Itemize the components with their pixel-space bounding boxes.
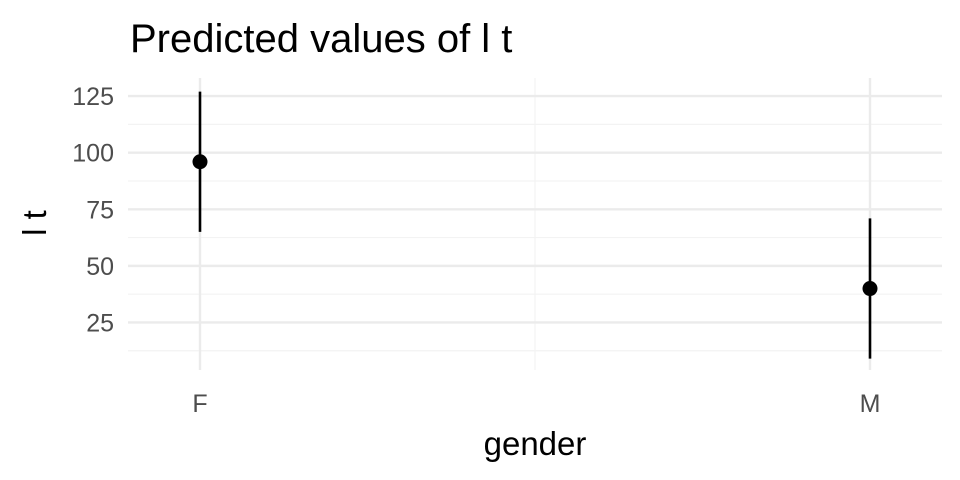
x-axis-title: gender xyxy=(484,425,587,462)
grid xyxy=(128,78,942,370)
data-marks xyxy=(192,91,878,359)
y-axis-ticks: 25 50 75 100 125 xyxy=(72,83,114,337)
x-tick-label: M xyxy=(860,390,881,418)
y-tick-label: 75 xyxy=(86,196,114,224)
y-axis-title: l t xyxy=(16,210,53,236)
data-point xyxy=(862,281,878,297)
y-tick-label: 50 xyxy=(86,253,114,281)
y-tick-label: 25 xyxy=(86,309,114,337)
data-point xyxy=(192,154,208,170)
chart-title: Predicted values of l t xyxy=(130,17,512,61)
x-tick-label: F xyxy=(192,390,207,418)
y-tick-label: 125 xyxy=(72,83,114,111)
y-tick-label: 100 xyxy=(72,140,114,168)
